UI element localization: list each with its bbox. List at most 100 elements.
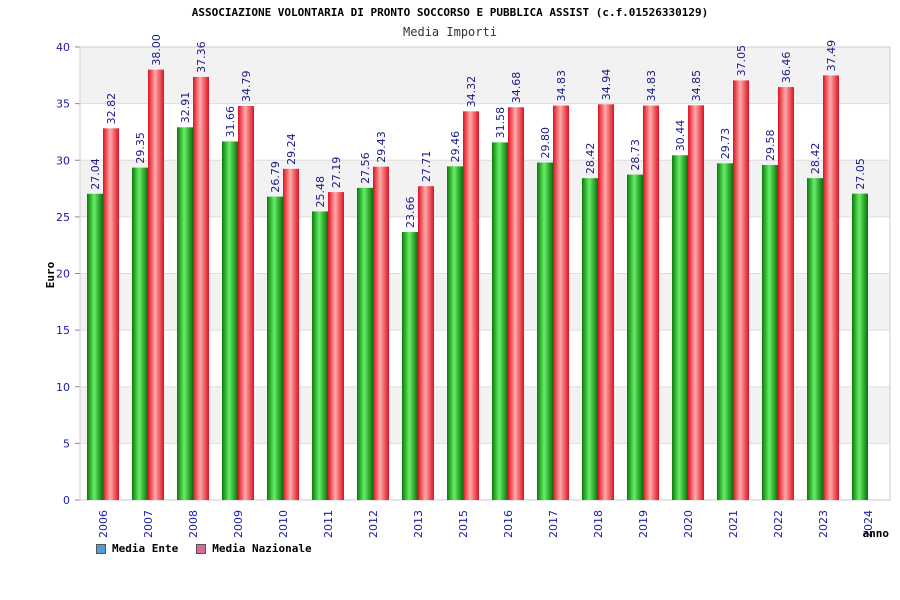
data-label: 37.05 <box>735 45 748 77</box>
bar-media-ente-2017 <box>537 162 553 500</box>
data-label: 27.56 <box>359 152 372 184</box>
x-tick-label: 2007 <box>142 510 155 538</box>
tick-labels: 0 5 10 15 20 25 30 35 40 2006 2007 2008 2009 2010 2011… <box>56 41 875 538</box>
bar-media-ente-2022 <box>762 165 778 500</box>
bar-media-nazionale-2011 <box>328 192 344 501</box>
data-label: 27.05 <box>854 158 867 190</box>
legend: Media Ente Media Nazionale <box>96 542 312 555</box>
data-label: 29.35 <box>134 132 147 164</box>
background-band <box>80 103 890 161</box>
data-label: 28.73 <box>629 139 642 171</box>
bar-media-nazionale-2018 <box>598 104 614 500</box>
data-label: 29.24 <box>285 133 298 165</box>
y-axis-label: Euro <box>44 261 57 288</box>
bar-media-nazionale-2020 <box>688 105 704 500</box>
bar-media-ente-2019 <box>627 174 643 500</box>
chart-title: ASSOCIAZIONE VOLONTARIA DI PRONTO SOCCOR… <box>191 6 709 19</box>
bar-media-ente-2006 <box>87 193 103 500</box>
chart-subtitle: Media Importi <box>403 25 497 39</box>
data-label: 25.48 <box>314 176 327 208</box>
data-label: 36.46 <box>780 52 793 84</box>
legend-item-media-nazionale: Media Nazionale <box>196 542 312 555</box>
x-tick-label: 2011 <box>322 510 335 538</box>
bar-media-nazionale-2009 <box>238 106 254 501</box>
data-label: 28.42 <box>809 143 822 175</box>
bar-media-ente-2016 <box>492 142 508 500</box>
legend-label-media-ente: Media Ente <box>112 542 179 555</box>
background-band <box>80 386 890 444</box>
legend-item-media-ente: Media Ente <box>96 542 178 555</box>
legend-swatch-media-ente <box>96 543 106 554</box>
y-tick-label: 15 <box>56 324 70 337</box>
x-tick-label: 2022 <box>772 510 785 538</box>
y-tick-label: 35 <box>56 98 70 111</box>
x-tick-label: 2019 <box>637 510 650 538</box>
data-label: 37.36 <box>195 41 208 73</box>
bar-media-nazionale-2007 <box>148 69 164 501</box>
y-tick-label: 25 <box>56 211 70 224</box>
x-tick-label: 2018 <box>592 510 605 538</box>
x-tick-label: 2016 <box>502 510 515 538</box>
data-label: 29.80 <box>539 127 552 159</box>
x-tick-label: 2015 <box>457 510 470 538</box>
background-band <box>80 273 890 331</box>
legend-swatch-media-nazionale <box>196 543 207 554</box>
x-axis-label: anno <box>863 527 890 540</box>
data-label: 34.83 <box>645 70 658 102</box>
bar-media-ente-2008 <box>177 127 193 500</box>
legend-label-media-nazionale: Media Nazionale <box>212 542 312 555</box>
bar-media-ente-2010 <box>267 196 283 500</box>
bar-media-nazionale-2017 <box>553 105 569 501</box>
bar-media-nazionale-2006 <box>103 128 119 500</box>
y-tick-label: 20 <box>56 268 70 281</box>
axes <box>75 46 891 501</box>
bar-media-ente-2018 <box>582 178 598 500</box>
x-tick-label: 2006 <box>97 510 110 538</box>
bar-media-nazionale-2023 <box>823 75 839 500</box>
data-label: 34.94 <box>600 69 613 101</box>
background-band <box>80 443 890 500</box>
x-tick-label: 2010 <box>277 510 290 538</box>
x-tick-label: 2020 <box>682 510 695 538</box>
data-label: 29.73 <box>719 128 732 160</box>
y-tick-label: 0 <box>63 494 70 507</box>
y-tick-label: 5 <box>63 437 70 450</box>
background-band <box>80 47 890 104</box>
bar-media-nazionale-2021 <box>733 80 749 500</box>
data-label: 34.79 <box>240 71 253 103</box>
bar-media-ente-2015 <box>447 166 463 501</box>
bar-media-ente-2024 <box>852 193 868 500</box>
bar-media-ente-2011 <box>312 211 328 500</box>
data-label: 31.58 <box>494 107 507 139</box>
x-tick-label: 2008 <box>187 510 200 538</box>
x-tick-label: 2013 <box>412 510 425 538</box>
x-tick-label: 2012 <box>367 510 380 538</box>
bar-media-nazionale-2016 <box>508 107 524 501</box>
data-label: 30.44 <box>674 120 687 152</box>
data-label: 38.00 <box>150 34 163 66</box>
data-label: 34.68 <box>510 72 523 104</box>
data-label: 34.85 <box>690 70 703 102</box>
data-label: 27.04 <box>89 158 102 190</box>
bar-media-nazionale-2012 <box>373 166 389 500</box>
data-label: 28.42 <box>584 143 597 175</box>
data-label: 34.83 <box>555 70 568 102</box>
plot-frame <box>79 46 891 501</box>
data-label: 32.91 <box>179 92 192 124</box>
data-label: 26.79 <box>269 161 282 193</box>
bar-media-nazionale-2013 <box>418 186 434 500</box>
data-label: 23.66 <box>404 197 417 229</box>
bar-media-nazionale-2019 <box>643 105 659 501</box>
bar-media-ente-2020 <box>672 155 688 500</box>
data-label: 32.82 <box>105 93 118 125</box>
x-tick-label: 2023 <box>817 510 830 538</box>
bar-media-ente-2009 <box>222 141 238 500</box>
background-band <box>80 330 890 387</box>
y-tick-label: 30 <box>56 154 70 167</box>
bars <box>87 69 868 501</box>
background-band <box>80 160 890 217</box>
data-label: 31.66 <box>224 106 237 138</box>
data-label: 29.58 <box>764 130 777 162</box>
data-label: 37.49 <box>825 40 838 72</box>
bar-media-nazionale-2015 <box>463 111 479 501</box>
